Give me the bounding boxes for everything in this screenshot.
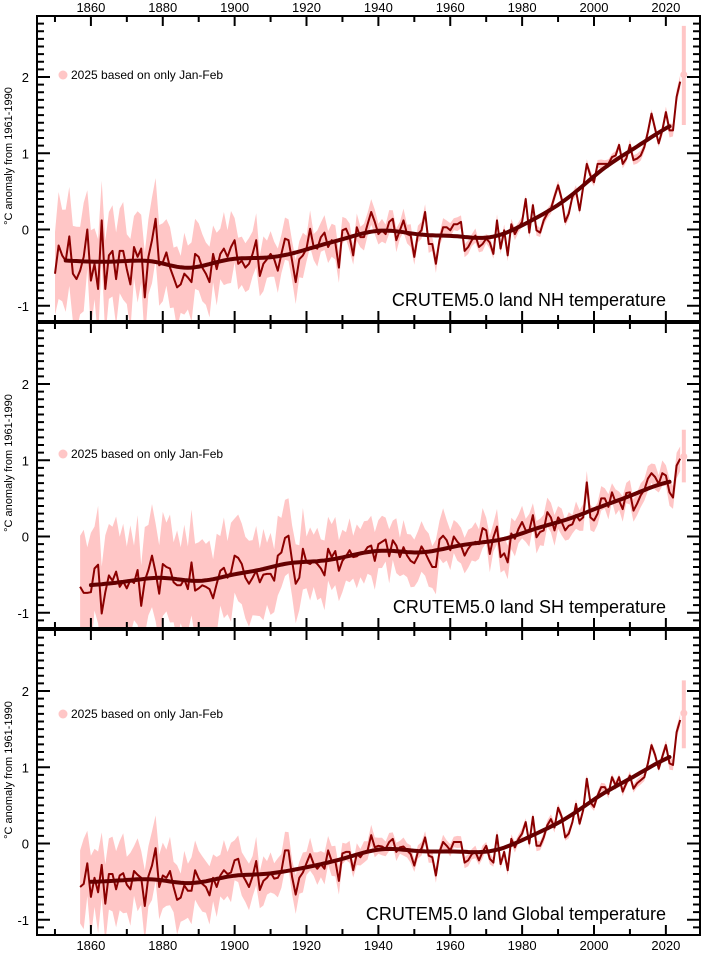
y-tick-label: 0 (22, 223, 29, 238)
x-tick-label-top: 1920 (292, 0, 321, 15)
y-tick-label: 0 (22, 837, 29, 852)
y-tick-label: 2 (22, 70, 29, 85)
annual-anomaly-line (79, 719, 682, 907)
chart-panel-0: -1 0 1 2 °C anomaly from 1961-1990 2025 based… (3, 15, 701, 322)
legend-label: 2025 based on only Jan-Feb (71, 707, 223, 721)
legend-marker (58, 709, 68, 719)
x-tick-label-top: 1880 (148, 0, 177, 15)
uncertainty-band (55, 75, 681, 321)
partial-year-point (680, 452, 688, 460)
x-tick-label-bottom: 1920 (292, 938, 321, 953)
y-axis-label: °C anomaly from 1961-1990 (3, 394, 15, 532)
x-tick-label-top: 2000 (580, 0, 609, 15)
y-tick-label: 1 (22, 146, 29, 161)
x-tick-label-top: 1940 (364, 0, 393, 15)
y-tick-label: 2 (22, 684, 29, 699)
uncertainty-band (80, 714, 681, 935)
smoothed-trend-line (88, 755, 672, 886)
partial-year-point (680, 709, 688, 717)
legend-marker (58, 449, 68, 459)
x-tick-label-bottom: 1980 (508, 938, 537, 953)
plot-area (54, 25, 688, 321)
y-axis-label: °C anomaly from 1961-1990 (3, 87, 15, 225)
y-tick-label: -1 (17, 299, 29, 314)
annual-anomaly-line (79, 458, 682, 615)
plot-area (79, 680, 688, 935)
x-tick-label-top: 1860 (76, 0, 105, 15)
plot-area (79, 429, 688, 628)
panel-title: CRUTEM5.0 land NH temperature (392, 290, 666, 310)
chart-panel-1: -1 0 1 2 °C anomaly from 1961-1990 2025 based… (3, 322, 701, 629)
panel-title: CRUTEM5.0 land Global temperature (366, 904, 666, 924)
chart-panel-2: -1 0 1 2 °C anomaly from 1961-1990 2025 based… (3, 629, 701, 936)
y-tick-label: -1 (17, 913, 29, 928)
y-tick-label: 1 (22, 453, 29, 468)
x-tick-label-bottom: 1900 (220, 938, 249, 953)
x-tick-label-bottom: 2020 (651, 938, 680, 953)
y-tick-label: 1 (22, 760, 29, 775)
y-tick-label: 0 (22, 530, 29, 545)
y-axis-label: °C anomaly from 1961-1990 (3, 701, 15, 839)
smoothed-trend-line (63, 124, 672, 270)
x-tick-label-bottom: 1860 (76, 938, 105, 953)
smoothed-trend-line (88, 479, 672, 588)
partial-year-point (680, 71, 688, 79)
x-tick-label-top: 2020 (651, 0, 680, 15)
legend-marker (58, 70, 68, 80)
x-tick-label-top: 1980 (508, 0, 537, 15)
legend-label: 2025 based on only Jan-Feb (71, 447, 223, 461)
y-tick-label: 2 (22, 377, 29, 392)
legend-label: 2025 based on only Jan-Feb (71, 68, 223, 82)
x-tick-label-bottom: 2000 (580, 938, 609, 953)
x-tick-label-bottom: 1940 (364, 938, 393, 953)
y-tick-label: -1 (17, 606, 29, 621)
x-tick-label-top: 1900 (220, 0, 249, 15)
x-tick-label-top: 1960 (436, 0, 465, 15)
x-tick-label-bottom: 1960 (436, 938, 465, 953)
x-tick-label-bottom: 1880 (148, 938, 177, 953)
panel-title: CRUTEM5.0 land SH temperature (393, 597, 666, 617)
uncertainty-band (80, 446, 681, 628)
